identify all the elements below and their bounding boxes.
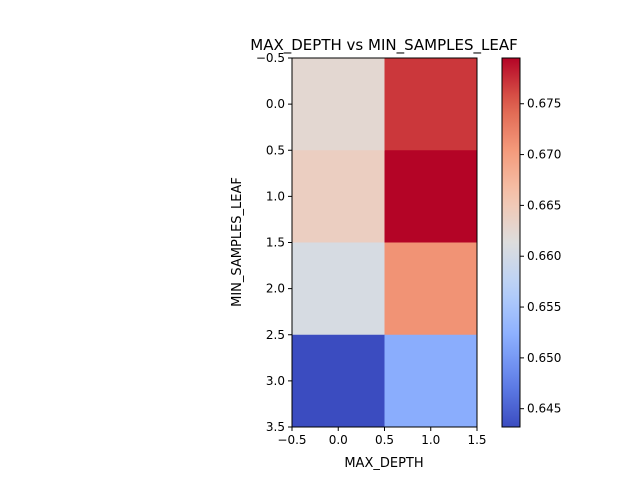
- y-axis-label: MIN_SAMPLES_LEAF: [230, 177, 245, 307]
- x-axis-label: MAX_DEPTH: [344, 456, 423, 471]
- colorbar-tick-label: 0.670: [527, 148, 561, 162]
- colorbar-tick-label: 0.645: [527, 402, 561, 416]
- x-tick-label: 1.5: [467, 433, 486, 447]
- y-tick-label: 3.0: [266, 374, 285, 388]
- x-tick-label: 0.5: [375, 433, 394, 447]
- colorbar: [501, 57, 521, 428]
- heatmap-cell: [292, 150, 385, 243]
- heatmap-cell: [384, 58, 478, 151]
- y-tick-label: 3.5: [266, 420, 285, 434]
- heatmap-cell: [384, 150, 478, 243]
- y-tick-label: 0.5: [266, 143, 285, 157]
- x-tick-label: −0.5: [277, 433, 306, 447]
- colorbar-tick-label: 0.665: [527, 198, 561, 212]
- y-tick-label: 1.5: [266, 236, 285, 250]
- heatmap-cell: [292, 334, 385, 428]
- x-tick-label: 1.0: [421, 433, 440, 447]
- y-tick-label: 1.0: [266, 189, 285, 203]
- colorbar-tick-label: 0.655: [527, 300, 561, 314]
- x-tick-label: 0.0: [329, 433, 348, 447]
- y-tick-label: 2.5: [266, 328, 285, 342]
- heatmap-cells: [292, 58, 478, 428]
- colorbar-tick-label: 0.650: [527, 351, 561, 365]
- heatmap-cell: [384, 334, 478, 428]
- colorbar-tick-label: 0.660: [527, 249, 561, 263]
- colorbar-tick-label: 0.675: [527, 97, 561, 111]
- heatmap-cell: [292, 58, 385, 151]
- y-tick-label: −0.5: [256, 51, 285, 65]
- heatmap-cell: [292, 242, 385, 336]
- y-tick-label: 0.0: [266, 97, 285, 111]
- y-axis-ticks: −0.5 0.0 0.5 1.0 1.5 2.0 2.5 3.0 3.5: [256, 51, 292, 434]
- x-axis-ticks: −0.5 0.0 0.5 1.0 1.5: [277, 427, 487, 447]
- chart-title: MAX_DEPTH vs MIN_SAMPLES_LEAF: [250, 36, 517, 55]
- y-tick-label: 2.0: [266, 282, 285, 296]
- heatmap-cell: [384, 242, 478, 336]
- colorbar-ticks: 0.645 0.650 0.655 0.660 0.665 0.670 0.675: [520, 97, 561, 416]
